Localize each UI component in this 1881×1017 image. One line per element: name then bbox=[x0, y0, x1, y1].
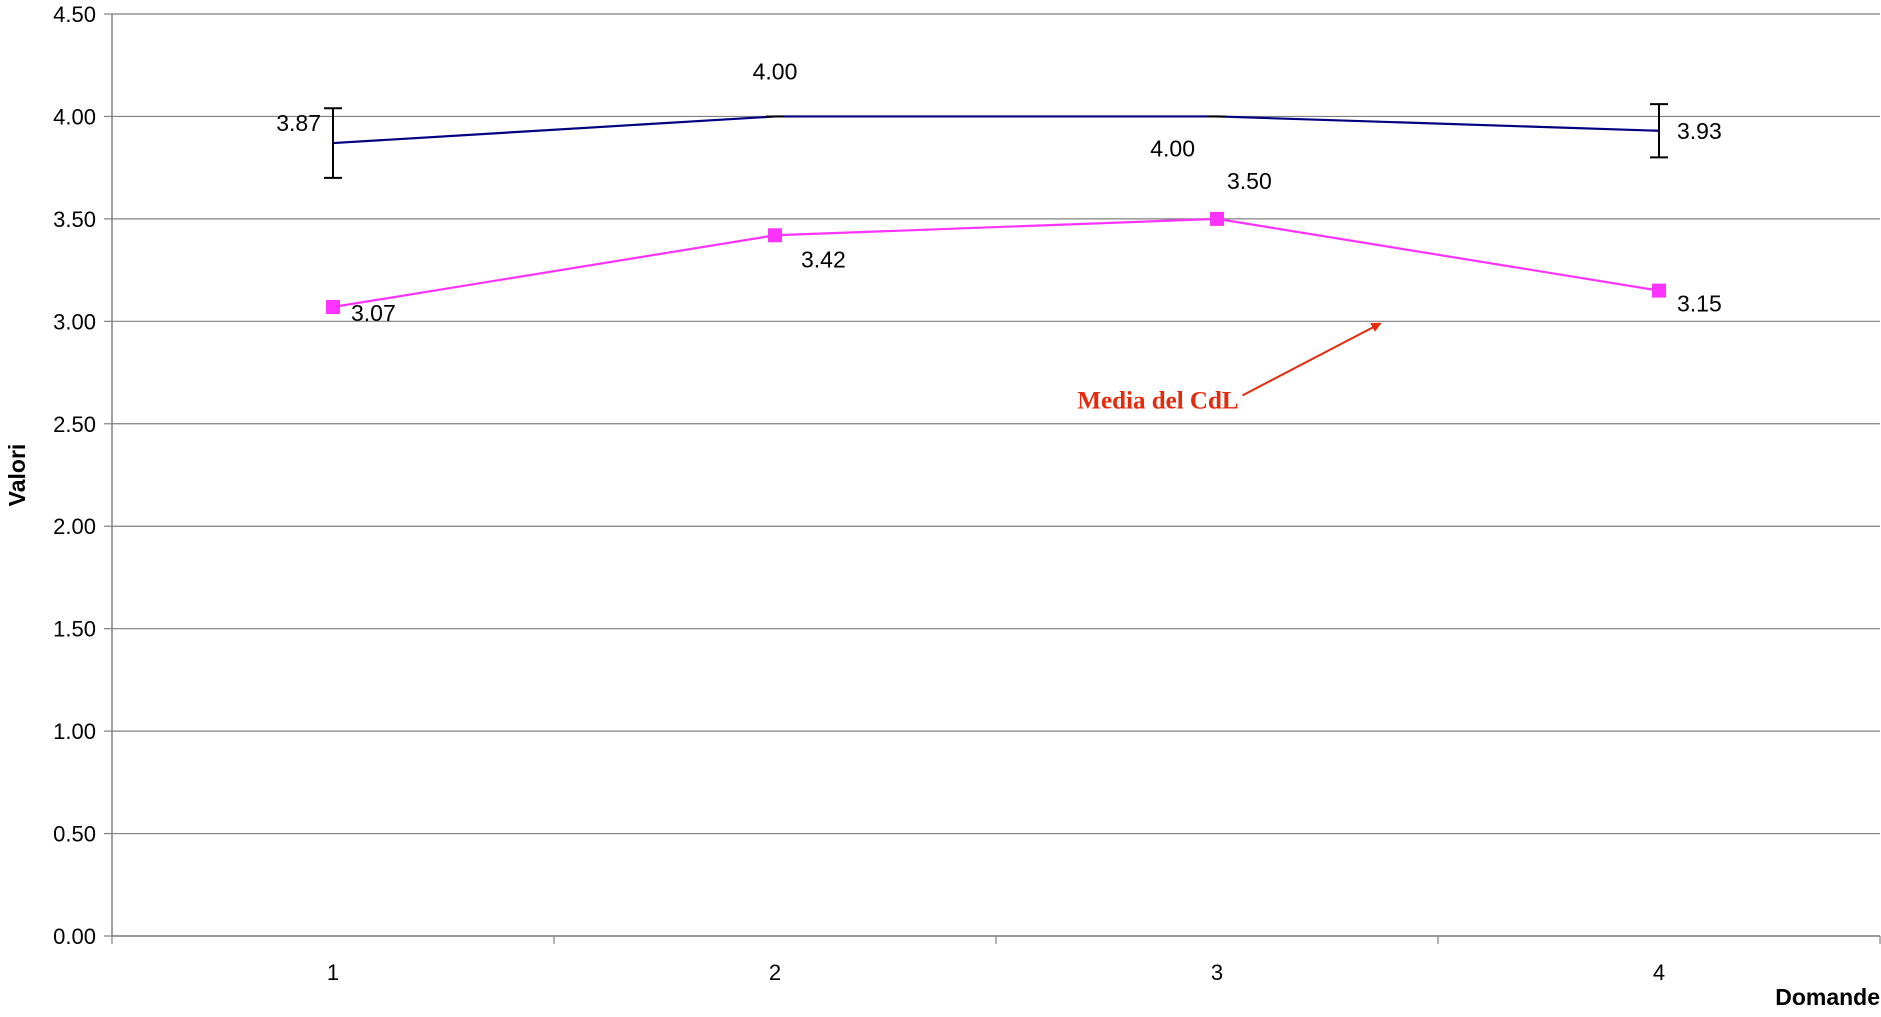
data-label: 3.15 bbox=[1677, 291, 1722, 317]
data-point bbox=[768, 228, 782, 243]
data-label: 3.07 bbox=[351, 300, 396, 326]
y-tick-label: 4.50 bbox=[53, 2, 96, 27]
data-label: 3.50 bbox=[1227, 168, 1272, 194]
x-tick-label: 4 bbox=[1653, 960, 1665, 985]
y-tick-label: 4.00 bbox=[53, 104, 96, 129]
annotation-label: Media del CdL bbox=[1077, 387, 1238, 414]
data-label: 4.00 bbox=[753, 58, 798, 84]
y-tick-label: 2.00 bbox=[53, 514, 96, 539]
x-tick-label: 1 bbox=[327, 960, 339, 985]
x-tick-label: 2 bbox=[769, 960, 781, 985]
y-tick-label: 1.00 bbox=[53, 719, 96, 744]
axes: 0.00 0.50 1.00 1.50 2.00 2.50 3.00 3.50 4.00 4.50… bbox=[53, 2, 1881, 985]
data-labels: 3.87 4.00 4.00 3.93 3.07 3.42 3.50 3.15 bbox=[276, 58, 1722, 326]
y-tick-label: 3.50 bbox=[53, 207, 96, 232]
data-point bbox=[326, 299, 340, 314]
y-tick-label: 2.50 bbox=[53, 412, 96, 437]
y-tick-label: 0.00 bbox=[53, 924, 96, 949]
y-tick-label: 1.50 bbox=[53, 617, 96, 642]
y-tick-label: 0.50 bbox=[53, 822, 96, 847]
data-point bbox=[1210, 211, 1224, 226]
gridlines bbox=[112, 13, 1880, 937]
series-line bbox=[332, 217, 1660, 309]
annotation: Media del CdL bbox=[1077, 322, 1382, 414]
y-tick-label: 3.00 bbox=[53, 309, 96, 334]
x-tick-label: 3 bbox=[1211, 960, 1223, 985]
data-label: 4.00 bbox=[1150, 135, 1195, 161]
x-axis-title: Domande bbox=[1775, 984, 1880, 1010]
data-label: 3.93 bbox=[1677, 118, 1722, 144]
series-line bbox=[332, 115, 1660, 145]
y-axis-title: Valori bbox=[4, 444, 30, 507]
data-point bbox=[1652, 283, 1666, 298]
annotation-arrow bbox=[1242, 322, 1382, 397]
series-layer bbox=[324, 103, 1668, 314]
data-label: 3.42 bbox=[801, 246, 846, 272]
data-label: 3.87 bbox=[276, 110, 321, 136]
